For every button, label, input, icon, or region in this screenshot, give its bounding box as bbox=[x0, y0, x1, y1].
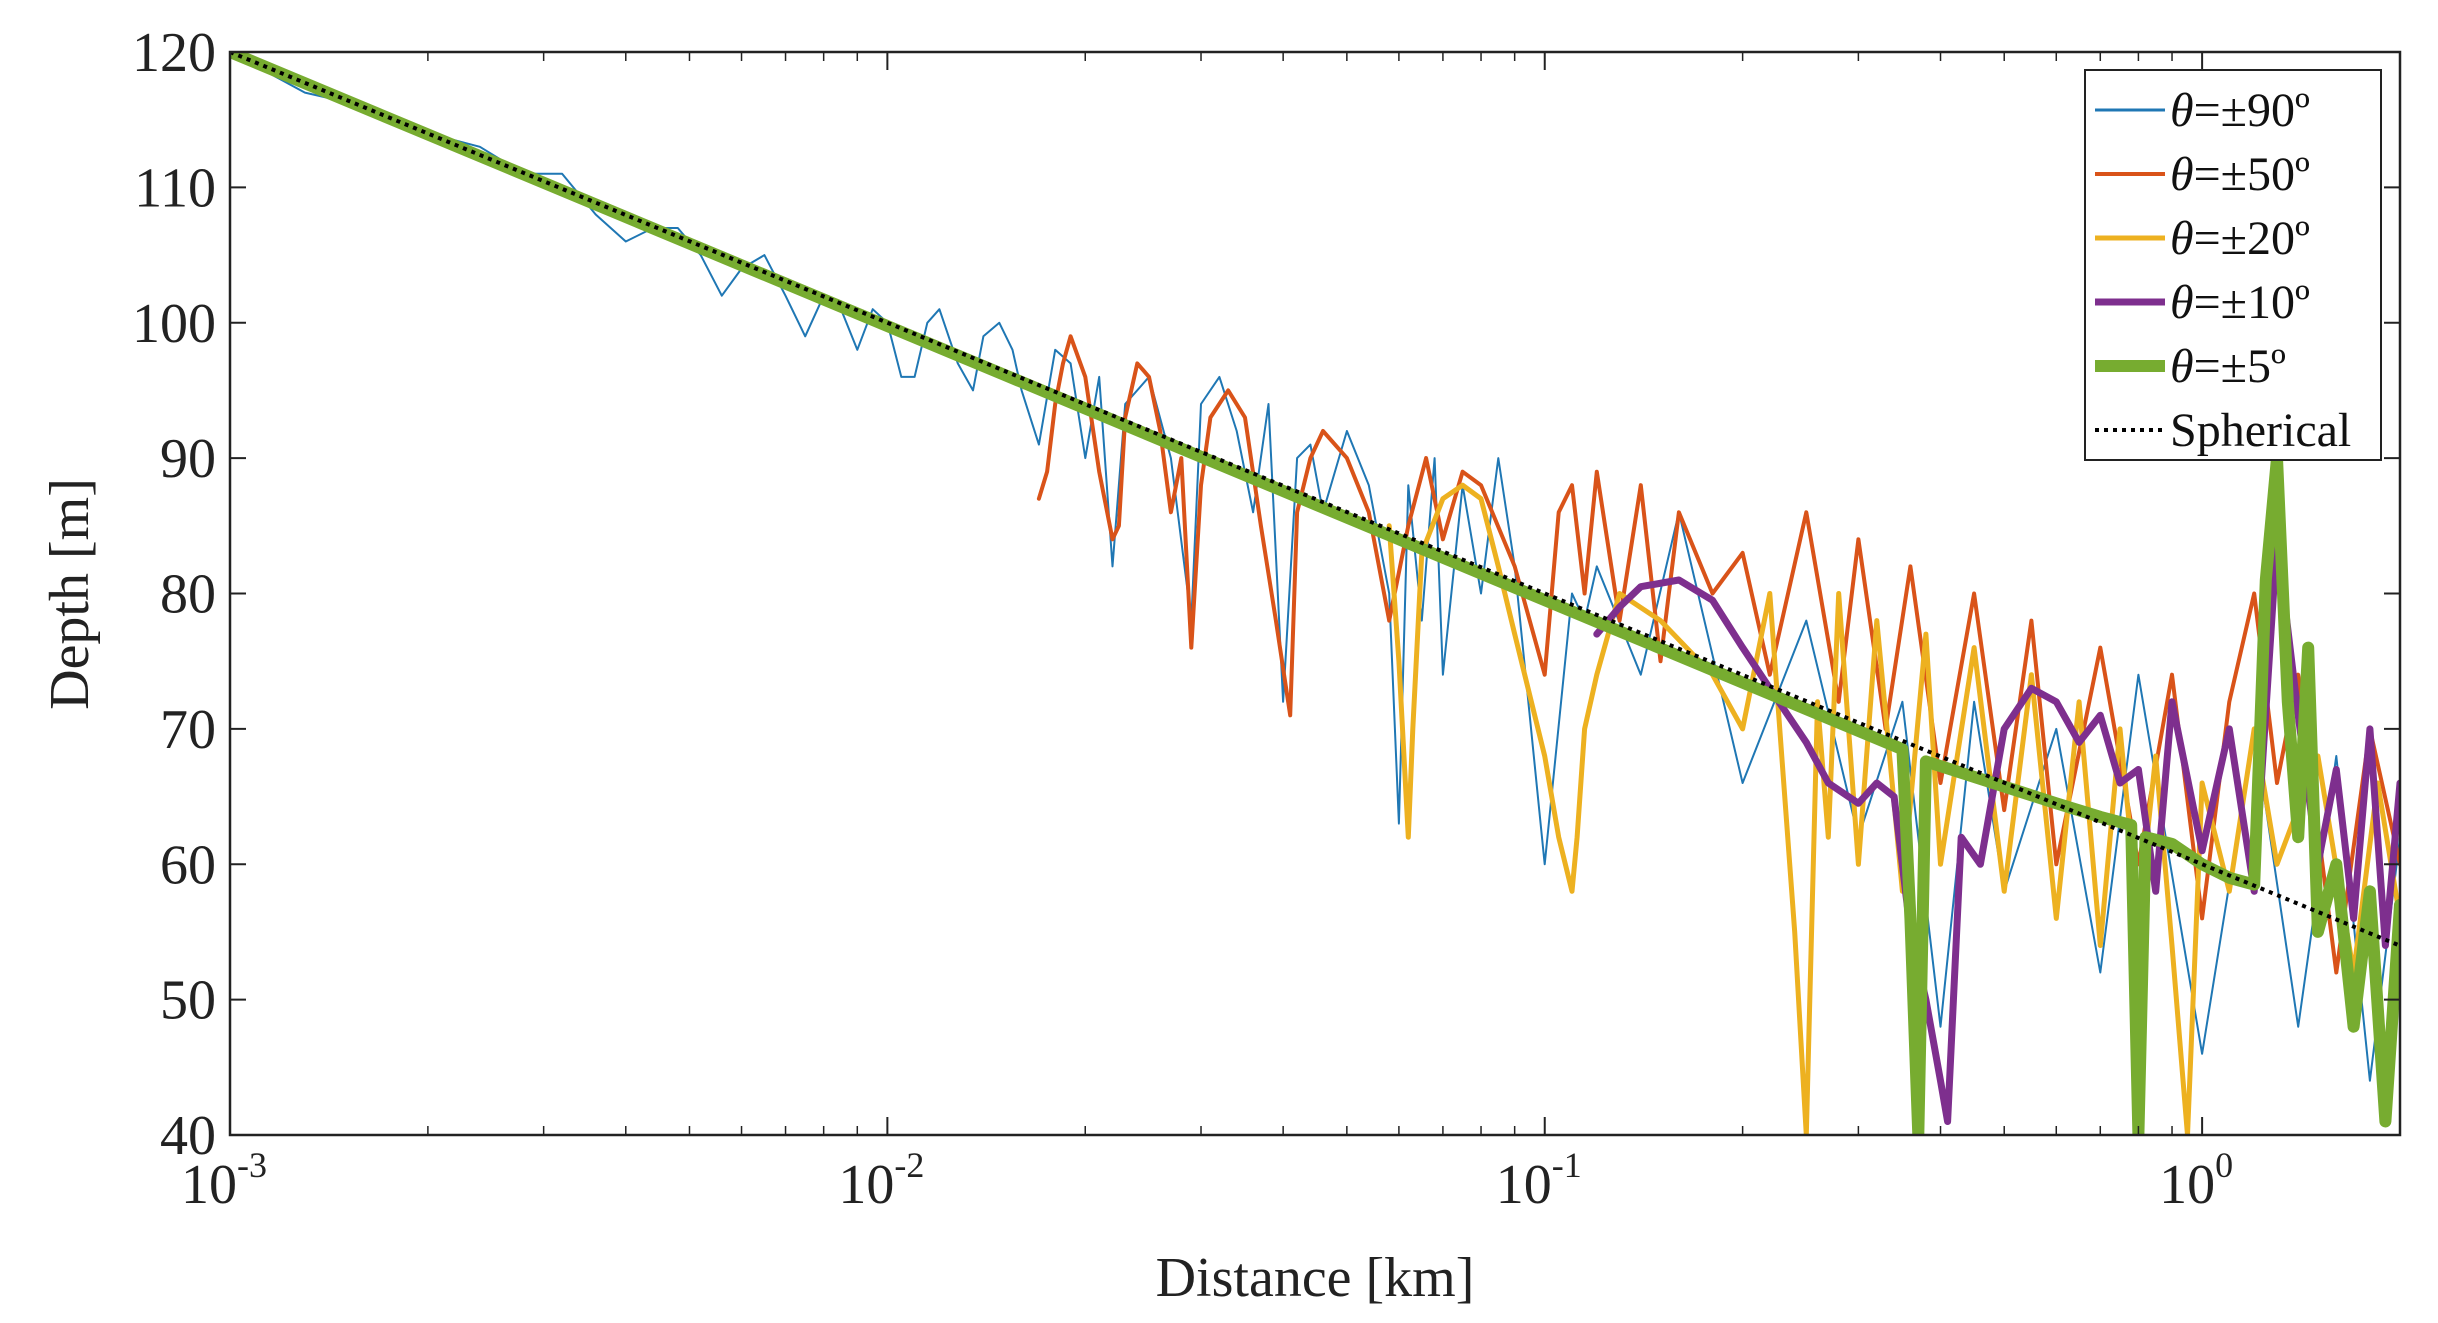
y-tick-label: 50 bbox=[160, 970, 216, 1032]
legend-text: =±20º bbox=[2194, 212, 2310, 265]
legend-label-4: θ=±5º bbox=[2170, 340, 2286, 393]
y-tick-label: 60 bbox=[160, 834, 216, 896]
x-tick-exponent: 0 bbox=[2215, 1145, 2233, 1185]
legend-label-3: θ=±10º bbox=[2170, 276, 2310, 329]
x-tick-base: 10 bbox=[1496, 1154, 1552, 1216]
legend-symbol: θ bbox=[2170, 84, 2194, 137]
x-tick-exponent: -2 bbox=[894, 1145, 924, 1185]
legend-label-5: Spherical bbox=[2170, 404, 2351, 457]
legend-text: =±90º bbox=[2194, 84, 2310, 137]
x-tick-base: 10 bbox=[181, 1154, 237, 1216]
x-tick-base: 10 bbox=[2159, 1154, 2215, 1216]
y-tick-label: 80 bbox=[160, 564, 216, 626]
legend-box bbox=[2084, 69, 2382, 461]
y-tick-label: 70 bbox=[160, 699, 216, 761]
x-tick-label: 100 bbox=[2159, 1145, 2233, 1216]
legend-label-2: θ=±20º bbox=[2170, 212, 2310, 265]
x-tick-base: 10 bbox=[838, 1154, 894, 1216]
series-line-0 bbox=[230, 52, 2400, 1082]
legend-label-1: θ=±50º bbox=[2170, 148, 2310, 201]
series-line-5 bbox=[230, 52, 2400, 948]
x-axis-label: Distance [km] bbox=[1156, 1247, 1475, 1309]
legend-symbol: θ bbox=[2170, 148, 2194, 201]
legend-symbol: θ bbox=[2170, 212, 2194, 265]
y-tick-label: 40 bbox=[160, 1105, 216, 1167]
y-tick-label: 100 bbox=[132, 293, 216, 355]
legend-text: =±10º bbox=[2194, 276, 2310, 329]
legend-text: =±5º bbox=[2194, 340, 2286, 393]
legend-text: Spherical bbox=[2170, 404, 2351, 457]
legend-symbol: θ bbox=[2170, 340, 2194, 393]
x-tick-label: 10-3 bbox=[181, 1145, 267, 1216]
y-axis-label: Depth [m] bbox=[39, 478, 101, 710]
x-tick-exponent: -3 bbox=[237, 1145, 267, 1185]
series-layer bbox=[230, 52, 2400, 1135]
x-tick-exponent: -1 bbox=[1552, 1145, 1582, 1185]
series-line-4 bbox=[230, 52, 2400, 1135]
y-tick-label: 90 bbox=[160, 428, 216, 490]
y-tick-label: 110 bbox=[134, 157, 216, 219]
legend-symbol: θ bbox=[2170, 276, 2194, 329]
x-tick-label: 10-2 bbox=[838, 1145, 924, 1216]
legend-label-0: θ=±90º bbox=[2170, 84, 2310, 137]
y-tick-label: 120 bbox=[132, 22, 216, 84]
x-tick-label: 10-1 bbox=[1496, 1145, 1582, 1216]
series-line-1 bbox=[1036, 334, 2400, 975]
legend-text: =±50º bbox=[2194, 148, 2310, 201]
